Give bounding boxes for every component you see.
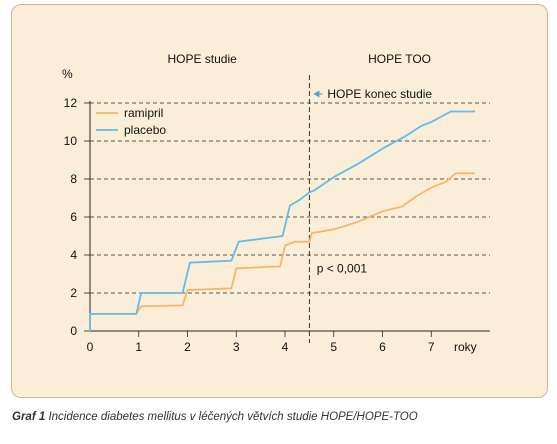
x-axis-label: roky	[454, 340, 477, 354]
y-tick-label-6: 6	[70, 210, 77, 224]
p-value-annotation: p < 0,001	[317, 261, 368, 275]
y-tick-label-10: 10	[64, 134, 78, 148]
series-line-ramipril	[89, 172, 476, 331]
x-tick-label-4: 4	[282, 340, 289, 354]
y-tick-label-8: 8	[70, 172, 77, 186]
y-tick-label-0: 0	[70, 324, 77, 338]
x-tick-label-0: 0	[87, 340, 94, 354]
legend-label-ramipril: ramipril	[124, 106, 163, 120]
chart-labels: % roky HOPE studie HOPE TOO HOPE konec s…	[62, 52, 477, 354]
x-tick-label-3: 3	[233, 340, 240, 354]
x-tick-label-6: 6	[379, 340, 386, 354]
series-line-placebo	[89, 110, 476, 331]
caption-text: Incidence diabetes mellitus v léčených v…	[48, 411, 418, 423]
figure-caption: Graf 1 Incidence diabetes mellitus v léč…	[12, 411, 552, 423]
y-tick-label-2: 2	[70, 286, 77, 300]
y-axis-label: %	[62, 67, 73, 81]
section-label-hope-studie: HOPE studie	[167, 52, 237, 66]
y-tick-label-12: 12	[64, 96, 78, 110]
divider-label: HOPE konec studie	[327, 87, 432, 101]
y-tick-label-4: 4	[70, 248, 77, 262]
x-tick-label-5: 5	[330, 340, 337, 354]
section-label-hope-too: HOPE TOO	[368, 52, 431, 66]
x-tick-label-7: 7	[428, 340, 435, 354]
legend-label-placebo: placebo	[124, 123, 166, 137]
x-tick-label-2: 2	[184, 340, 191, 354]
legend: ramipril placebo	[96, 106, 166, 137]
divider-arrow-head	[313, 90, 320, 98]
chart-panel	[11, 4, 548, 398]
caption-label: Graf 1	[12, 411, 46, 423]
x-tick-label-1: 1	[135, 340, 142, 354]
series-lines	[89, 110, 476, 331]
